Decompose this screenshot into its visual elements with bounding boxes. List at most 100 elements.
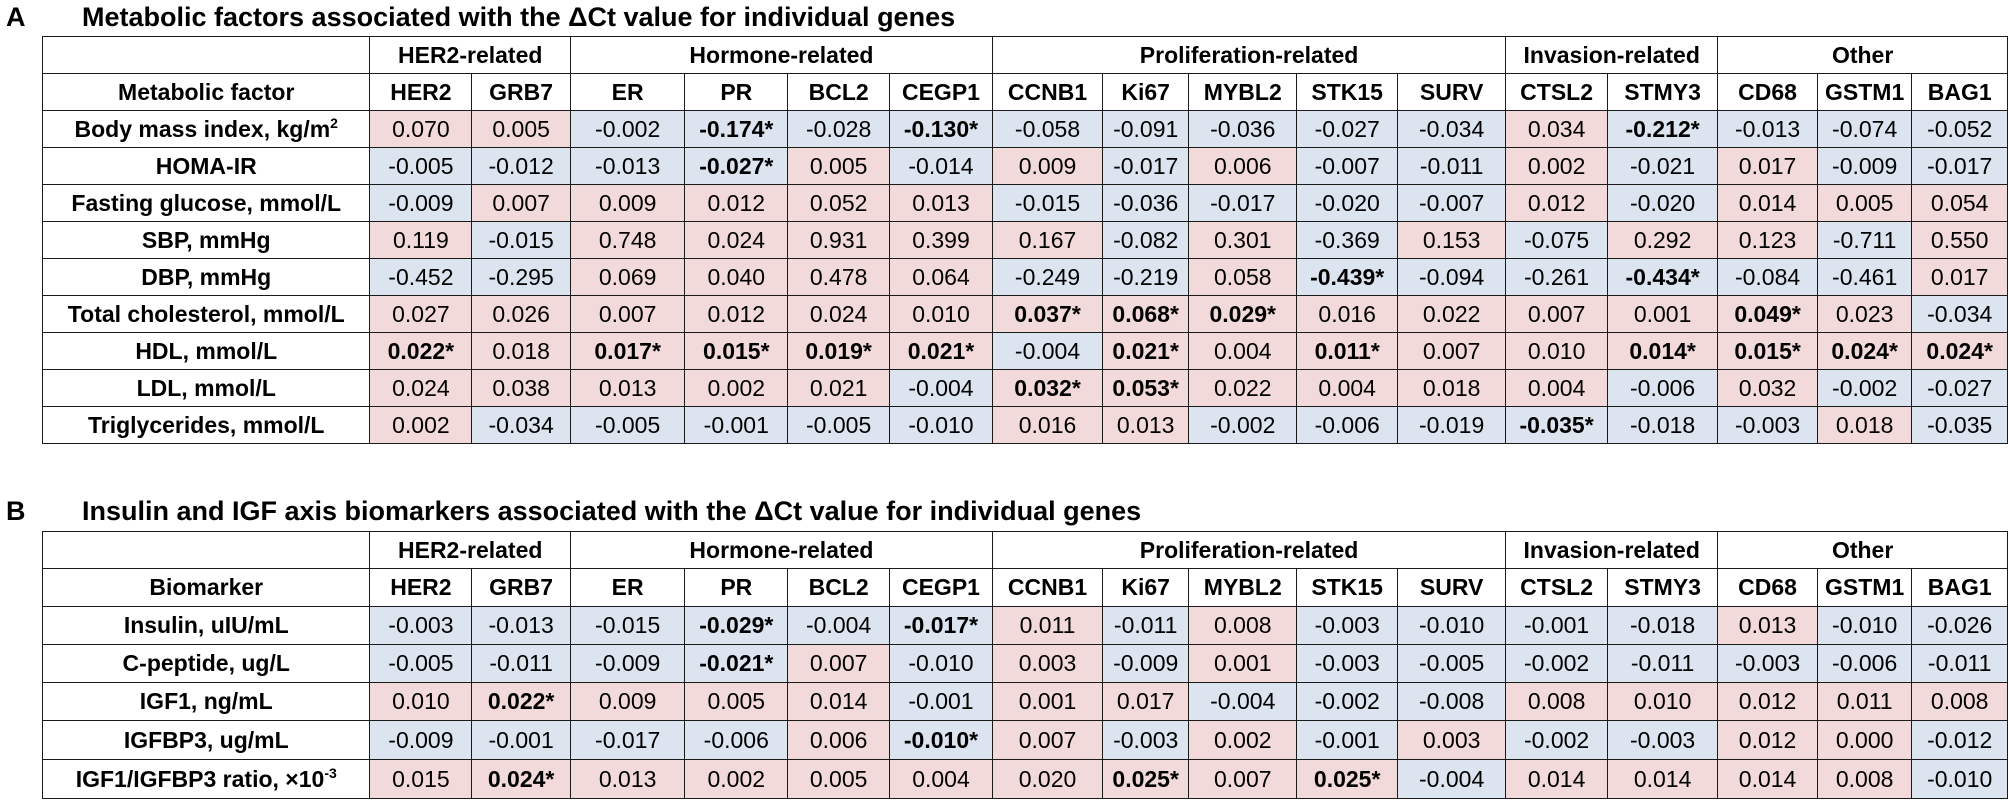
panel-a-value-cell: 0.012 — [684, 295, 789, 333]
panel-a-value-cell: -0.219 — [1102, 258, 1190, 296]
panel-a-row-label: Body mass index, kg/m2 — [41, 110, 371, 148]
panel-b-value-cell: 0.011 — [1816, 682, 1913, 721]
panel-b-gene-surv: SURV — [1397, 568, 1507, 607]
panel-b-value-cell: 0.007 — [991, 720, 1104, 760]
panel-b-value-cell: -0.004 — [1397, 759, 1507, 799]
panel-a-value-cell: 0.013 — [889, 184, 993, 222]
panel-a-value-cell: -0.369 — [1296, 221, 1399, 259]
panel-a-table-row: Fasting glucose, mmol/L -0.009 0.007 0.009 0… — [41, 184, 2008, 222]
panel-b-value-cell: 0.014 — [1505, 759, 1608, 799]
panel-a-table-row: Body mass index, kg/m2 0.070 0.005 -0.002 -0… — [41, 110, 2008, 148]
panel-a-value-cell: -0.130* — [889, 110, 993, 148]
panel-a-value-cell: -0.009 — [1816, 147, 1913, 185]
panel-b-value-cell: -0.006 — [1816, 644, 1913, 683]
panel-b-value-cell: 0.025* — [1102, 759, 1190, 799]
panel-a-value-cell: -0.094 — [1397, 258, 1507, 296]
panel-b-value-cell: 0.000 — [1816, 720, 1913, 760]
panel-a-value-cell: -0.015 — [471, 221, 571, 259]
panel-a-value-cell: -0.439* — [1296, 258, 1399, 296]
panel-a-row-label-superscript: 2 — [330, 114, 338, 131]
panel-a-value-cell: -0.212* — [1606, 110, 1719, 148]
panel-a-value-cell: -0.034 — [1911, 295, 2008, 333]
panel-a-value-cell: 0.007 — [471, 184, 571, 222]
panel-b-group-other: Other — [1717, 531, 2008, 569]
panel-a-gene-gstm1: GSTM1 — [1816, 73, 1913, 111]
panel-a-row-label: DBP, mmHg — [41, 258, 371, 296]
panel-a-value-cell: 0.004 — [1296, 369, 1399, 407]
panel-b-value-cell: -0.010 — [1911, 759, 2008, 799]
panel-a-row-label: Total cholesterol, mmol/L — [41, 295, 371, 333]
panel-a-value-cell: 0.022 — [1188, 369, 1298, 407]
panel-b-value-cell: -0.017* — [889, 606, 993, 645]
panel-a-value-cell: 0.007 — [1397, 332, 1507, 370]
panel-a-value-cell: 0.032 — [1717, 369, 1818, 407]
panel-b-value-cell: 0.024* — [471, 759, 571, 799]
panel-a-value-cell: 0.748 — [569, 221, 686, 259]
panel-b-table-row: IGF1, ng/mL 0.010 0.022* 0.009 0.005 0.014 -0.… — [41, 682, 2008, 721]
panel-b-value-cell: -0.004 — [787, 606, 891, 645]
panel-b-value-cell: -0.001 — [1505, 606, 1608, 645]
panel-b-gene-mybl2: MYBL2 — [1188, 568, 1298, 607]
panel-a-value-cell: 0.038 — [471, 369, 571, 407]
panel-a-value-cell: -0.007 — [1397, 184, 1507, 222]
panel-a-value-cell: 0.019* — [787, 332, 891, 370]
panel-a-value-cell: -0.034 — [471, 406, 571, 444]
panel-a-value-cell: 0.049* — [1717, 295, 1818, 333]
panel-a-value-cell: 0.119 — [369, 221, 473, 259]
panel-b-value-cell: 0.012 — [1717, 682, 1818, 721]
panel-a-value-cell: -0.036 — [1188, 110, 1298, 148]
panel-b-gene-grb7: GRB7 — [471, 568, 571, 607]
panel-b-table-row: Insulin, uIU/mL -0.003 -0.013 -0.015 -0.029*… — [41, 606, 2008, 645]
panel-a-value-cell: -0.005 — [369, 147, 473, 185]
panel-a-value-cell: 0.153 — [1397, 221, 1507, 259]
panel-b-letter: B — [6, 496, 26, 526]
panel-a-value-cell: 0.024 — [787, 295, 891, 333]
panel-a-value-cell: -0.005 — [787, 406, 891, 444]
panel-a-gene-bag1: BAG1 — [1911, 73, 2008, 111]
panel-a-gene-cegp1: CEGP1 — [889, 73, 993, 111]
panel-a-corner-cell — [41, 36, 371, 74]
panel-a-column-header-label: Metabolic factor — [41, 73, 371, 111]
panel-b-value-cell: 0.009 — [569, 682, 686, 721]
panel-a-table-row: SBP, mmHg 0.119 -0.015 0.748 0.024 0.931 0.399… — [41, 221, 2008, 259]
panel-b-gene-gstm1: GSTM1 — [1816, 568, 1913, 607]
panel-a-gene-ki67: Ki67 — [1102, 73, 1190, 111]
panel-a-value-cell: 0.021* — [889, 332, 993, 370]
panel-b-value-cell: -0.003 — [1606, 720, 1719, 760]
panel-b-gene-bag1: BAG1 — [1911, 568, 2008, 607]
panel-a-row-label: Triglycerides, mmol/L — [41, 406, 371, 444]
panel-a-value-cell: 0.022* — [369, 332, 473, 370]
panel-b-gene-stmy3: STMY3 — [1606, 568, 1719, 607]
panel-b-value-cell: 0.006 — [787, 720, 891, 760]
panel-b-row-label-text: Insulin, uIU/mL — [123, 612, 289, 638]
panel-b-value-cell: 0.022* — [471, 682, 571, 721]
panel-b-gene-ki67: Ki67 — [1102, 568, 1190, 607]
panel-a-value-cell: -0.084 — [1717, 258, 1818, 296]
panel-a-value-cell: 0.018 — [471, 332, 571, 370]
panel-a-value-cell: 0.004 — [1188, 332, 1298, 370]
panel-b-group-her2-related: HER2-related — [369, 531, 571, 569]
panel-a-value-cell: 0.032* — [991, 369, 1104, 407]
panel-a-value-cell: -0.711 — [1816, 221, 1913, 259]
panel-a-value-cell: -0.004 — [991, 332, 1104, 370]
panel-b-value-cell: -0.003 — [1296, 606, 1399, 645]
panel-a-value-cell: -0.034 — [1397, 110, 1507, 148]
panel-b-value-cell: 0.005 — [684, 682, 789, 721]
panel-a-group-header-row: HER2-related Hormone-related Proliferation… — [41, 36, 2008, 74]
panel-a-value-cell: -0.091 — [1102, 110, 1190, 148]
panel-a-value-cell: 0.021* — [1102, 332, 1190, 370]
panel-a-value-cell: 0.292 — [1606, 221, 1719, 259]
panel-a-gene-her2: HER2 — [369, 73, 473, 111]
panel-a-value-cell: 0.053* — [1102, 369, 1190, 407]
panel-a-value-cell: -0.027* — [684, 147, 789, 185]
panel-b-value-cell: -0.010* — [889, 720, 993, 760]
panel-a-value-cell: -0.017 — [1188, 184, 1298, 222]
panel-a-value-cell: -0.015 — [991, 184, 1104, 222]
panel-b-column-header-label: Biomarker — [41, 568, 371, 607]
panel-b-gene-her2: HER2 — [369, 568, 473, 607]
panel-b-value-cell: -0.009 — [569, 644, 686, 683]
panel-b-value-cell: -0.011 — [471, 644, 571, 683]
panel-a-value-cell: -0.035 — [1911, 406, 2008, 444]
panel-b-row-label: Insulin, uIU/mL — [41, 606, 371, 645]
panel-a-value-cell: -0.434* — [1606, 258, 1719, 296]
